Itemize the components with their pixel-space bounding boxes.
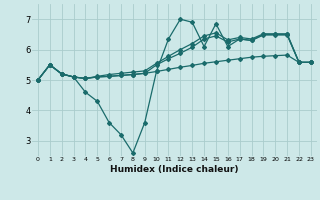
X-axis label: Humidex (Indice chaleur): Humidex (Indice chaleur) <box>110 165 239 174</box>
